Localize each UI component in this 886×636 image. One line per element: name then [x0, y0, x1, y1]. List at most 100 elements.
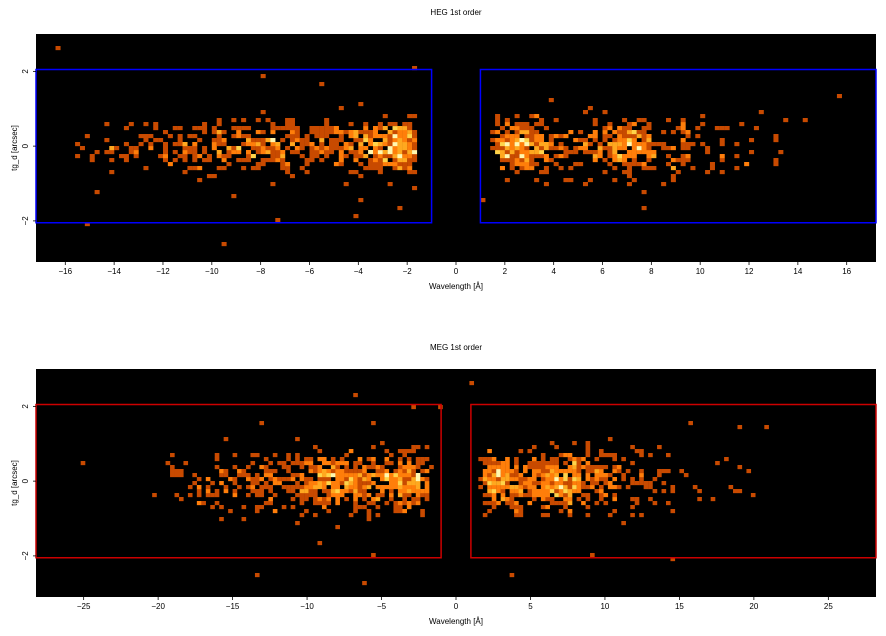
heatmap-cell	[496, 477, 501, 482]
heatmap-cell	[548, 146, 554, 151]
heatmap-cell	[321, 469, 327, 474]
heatmap-cell	[639, 513, 644, 518]
chart-title: HEG 1st order	[430, 8, 481, 17]
heatmap-cell	[697, 489, 702, 494]
heatmap-cell	[268, 461, 273, 466]
heatmap-cell	[148, 146, 154, 151]
heatmap-cell	[412, 158, 418, 163]
heatmap-cell	[529, 126, 535, 131]
heatmap-cell	[338, 150, 344, 155]
heatmap-cell	[392, 130, 398, 135]
heatmap-cell	[719, 158, 725, 163]
heatmap-cell	[299, 501, 305, 506]
heatmap-cell	[504, 134, 510, 139]
heatmap-cell	[527, 501, 533, 506]
heatmap-cell	[392, 162, 398, 167]
heatmap-cell	[531, 473, 537, 478]
heatmap-cell	[482, 513, 488, 518]
heatmap-cell	[330, 481, 336, 486]
heatmap-cell	[406, 449, 412, 454]
heatmap-cell	[246, 126, 252, 131]
heatmap-cell	[641, 138, 647, 143]
heatmap-cell	[246, 138, 252, 143]
heatmap-cell	[567, 453, 573, 458]
heatmap-cell	[424, 457, 430, 462]
heatmap-cell	[514, 158, 520, 163]
heatmap-cell	[187, 166, 193, 171]
heatmap-cell	[393, 505, 399, 510]
heatmap-cell	[514, 114, 520, 119]
heatmap-cell	[272, 469, 278, 474]
heatmap-cell	[254, 505, 260, 510]
heatmap-cell	[363, 122, 369, 127]
heatmap-cell	[392, 158, 398, 163]
heatmap-cell	[563, 485, 568, 490]
heatmap-cell	[509, 473, 515, 478]
heatmap-cell	[567, 501, 573, 506]
x-tick-label: −5	[377, 602, 387, 611]
heatmap-cell	[496, 461, 501, 466]
heatmap-cell	[281, 485, 287, 490]
heatmap-cell	[308, 485, 314, 490]
heatmap-cell	[402, 509, 407, 514]
heatmap-cell	[241, 142, 247, 147]
heatmap-cell	[329, 146, 335, 151]
heatmap-cell	[309, 158, 315, 163]
heatmap-cell	[505, 501, 510, 506]
heatmap-cell	[205, 485, 211, 490]
heatmap-cell	[514, 469, 519, 474]
heatmap-cell	[321, 497, 327, 502]
heatmap-cell	[382, 134, 388, 139]
heatmap-cell	[260, 130, 266, 135]
heatmap-cell	[636, 118, 642, 123]
heatmap-cell	[622, 118, 628, 123]
heatmap-cell	[646, 166, 652, 171]
heatmap-cell	[646, 126, 652, 131]
heatmap-cell	[214, 501, 220, 506]
heatmap-cell	[563, 469, 568, 474]
heatmap-cell	[268, 485, 273, 490]
heatmap-cell	[397, 154, 403, 159]
heatmap-cell	[377, 166, 383, 171]
heatmap-cell	[392, 134, 398, 139]
heatmap-cell	[540, 481, 546, 486]
heatmap-cell	[656, 142, 662, 147]
heatmap-cell	[211, 146, 217, 151]
heatmap-cell	[585, 445, 591, 450]
heatmap-cell	[554, 469, 559, 474]
heatmap-cell	[402, 122, 408, 127]
heatmap-cell	[491, 489, 497, 494]
heatmap-cell	[377, 126, 383, 131]
heatmap-cell	[737, 465, 743, 470]
heatmap-cell	[304, 134, 310, 139]
heatmap-cell	[607, 122, 613, 127]
heatmap-cell	[368, 158, 374, 163]
heatmap-cell	[412, 114, 418, 119]
heatmap-cell	[339, 469, 345, 474]
heatmap-cell	[304, 485, 309, 490]
heatmap-cell	[397, 134, 403, 139]
heatmap-cell	[563, 497, 568, 502]
heatmap-cell	[558, 481, 564, 486]
heatmap-cell	[545, 505, 550, 510]
heatmap-cell	[353, 505, 358, 510]
heatmap-cell	[590, 477, 595, 482]
heatmap-cell	[407, 122, 413, 127]
heatmap-cell	[286, 477, 291, 482]
heatmap-cell	[420, 457, 425, 462]
heatmap-cell	[641, 150, 647, 155]
heatmap-cell	[504, 130, 510, 135]
heatmap-cell	[299, 461, 305, 466]
heatmap-cell	[353, 461, 358, 466]
heatmap-cell	[246, 477, 251, 482]
heatmap-cell	[362, 497, 367, 502]
heatmap-cell	[482, 461, 488, 466]
heatmap-cell	[397, 493, 403, 498]
heatmap-cell	[343, 130, 349, 135]
heatmap-cell	[313, 501, 318, 506]
heatmap-cell	[375, 469, 381, 474]
heatmap-cell	[499, 126, 505, 131]
heatmap-cell	[778, 150, 784, 155]
heatmap-cell	[272, 453, 278, 458]
heatmap-cell	[313, 485, 318, 490]
